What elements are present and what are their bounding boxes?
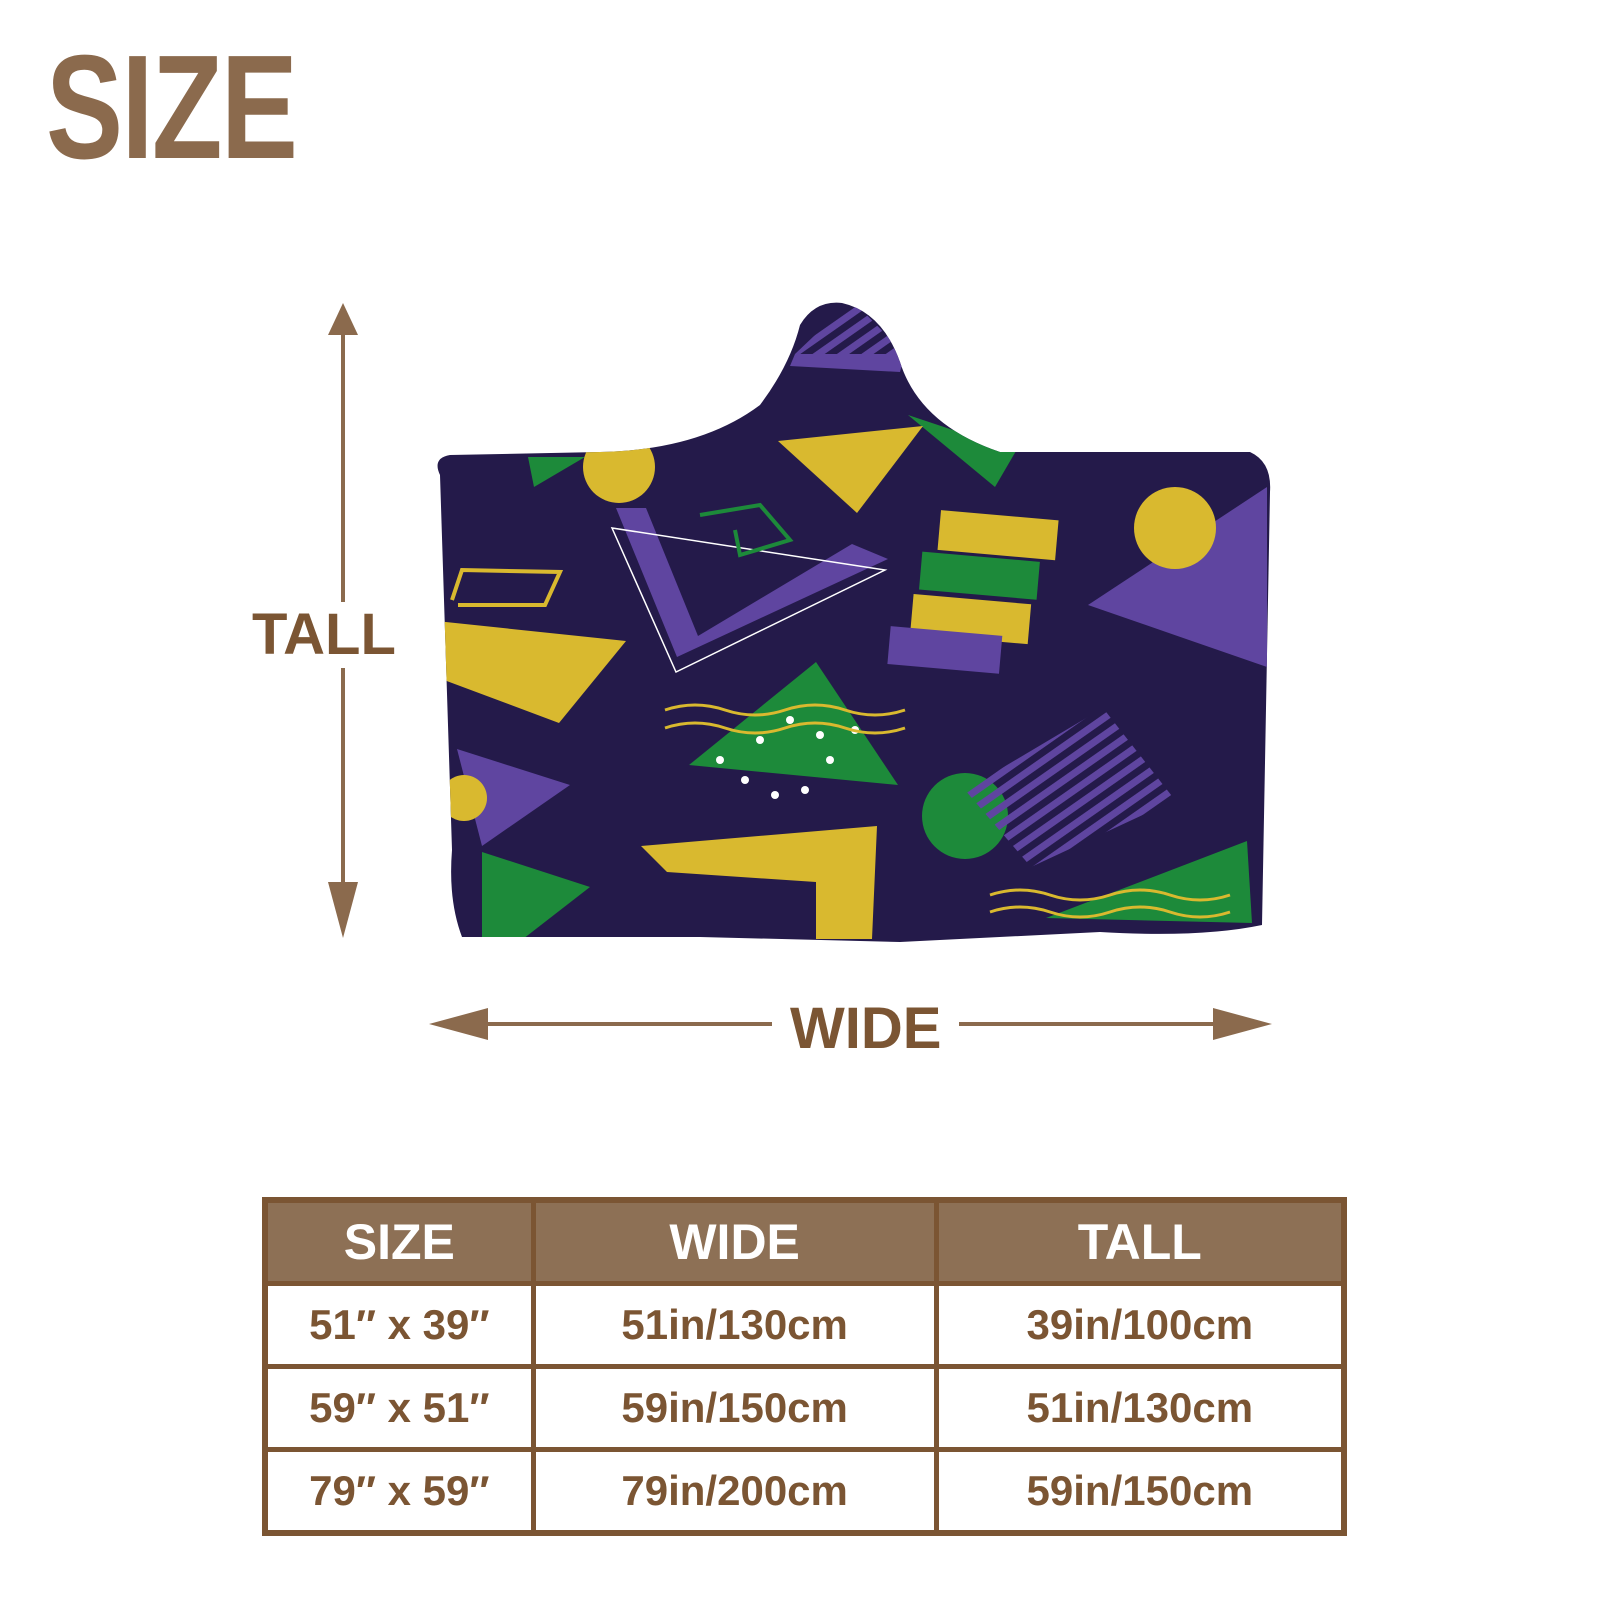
wide-label: WIDE bbox=[772, 1000, 960, 1058]
page-title: SIZE bbox=[46, 25, 298, 190]
blanket-image bbox=[437, 302, 1271, 942]
cell-size: 79″ x 59″ bbox=[262, 1447, 536, 1536]
header-tall: TALL bbox=[933, 1197, 1347, 1286]
cell-wide: 51in/130cm bbox=[530, 1281, 939, 1369]
cell-tall: 39in/100cm bbox=[933, 1281, 1347, 1369]
header-wide: WIDE bbox=[530, 1197, 939, 1286]
table-header-row: SIZE WIDE TALL bbox=[262, 1197, 1347, 1286]
cell-tall: 59in/150cm bbox=[933, 1447, 1347, 1536]
size-table: SIZE WIDE TALL 51″ x 39″ 51in/130cm 39in… bbox=[262, 1197, 1347, 1536]
cell-wide: 79in/200cm bbox=[530, 1447, 939, 1536]
header-size: SIZE bbox=[262, 1197, 536, 1286]
cell-wide: 59in/150cm bbox=[530, 1364, 939, 1452]
table-row: 51″ x 39″ 51in/130cm 39in/100cm bbox=[262, 1281, 1347, 1369]
table-row: 59″ x 51″ 59in/150cm 51in/130cm bbox=[262, 1364, 1347, 1452]
cell-size: 51″ x 39″ bbox=[262, 1281, 536, 1369]
table-row: 79″ x 59″ 79in/200cm 59in/150cm bbox=[262, 1447, 1347, 1536]
cell-tall: 51in/130cm bbox=[933, 1364, 1347, 1452]
cell-size: 59″ x 51″ bbox=[262, 1364, 536, 1452]
tall-label: TALL bbox=[252, 602, 396, 668]
